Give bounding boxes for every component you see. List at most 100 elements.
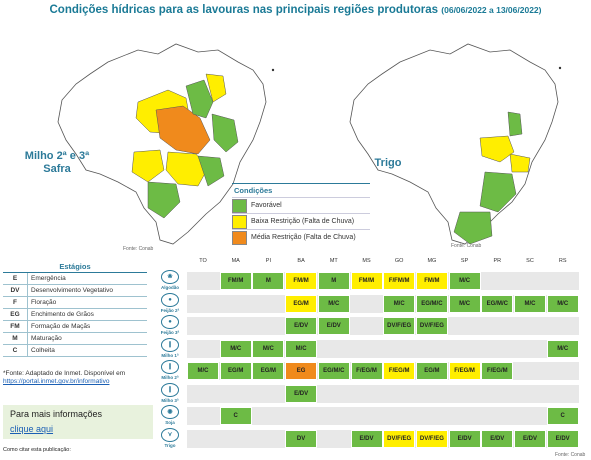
grid-cell: M/C: [448, 272, 481, 290]
brazil-map-trigo: [349, 43, 562, 245]
bean-icon: ●: [161, 292, 179, 307]
crop-name: Feijão 2ª: [160, 307, 180, 313]
grid-cell: E/DV: [481, 429, 514, 448]
grid-row: [187, 429, 579, 448]
map-label-milho-line2: Safra: [43, 163, 71, 175]
state-header: MT: [329, 258, 338, 264]
state-header: RS: [558, 258, 567, 264]
state-header: PI: [265, 258, 271, 264]
grid-cell: M/C: [317, 294, 350, 313]
estagio-row: M Maturação: [3, 333, 147, 345]
grid-row: [187, 272, 579, 290]
grid-cell: M/C: [546, 339, 579, 358]
grid-cell: E/DV: [514, 429, 546, 448]
crop-name: Milho 3ª: [161, 397, 179, 403]
legend-swatch-orange: [232, 230, 247, 245]
map-label-trigo: Trigo: [374, 157, 402, 169]
estagios-table: Estágios E Emergência DV Desenvolvimento Ve…: [3, 262, 147, 357]
estagio-row: E Emergência: [3, 273, 147, 285]
grid-cell: DV/F/EG: [383, 317, 416, 335]
page-title: Condições hídricas para as lavouras nas …: [0, 4, 591, 16]
fonte-conab-right: Fonte: Conab: [451, 243, 482, 249]
grid-cell: FM/M: [415, 272, 448, 290]
grid-cell: M: [317, 272, 350, 290]
citation-text: Como citar esta publicação:: [3, 447, 71, 453]
crop-label: ● Feijão 2ª: [155, 292, 185, 313]
state-header: SC: [526, 258, 534, 264]
grid-cell: EG/M: [219, 362, 252, 380]
fonte-inmet-text: *Fonte: Adaptado de Inmet. Disponível em: [3, 370, 126, 377]
estagio-label: Colheita: [31, 347, 55, 354]
legend-item-favoravel: Favorável: [232, 197, 370, 213]
state-header: MA: [231, 258, 240, 264]
info-box: Para mais informações clique aqui: [3, 405, 153, 439]
estagio-code: C: [3, 345, 28, 356]
grid-row: [187, 339, 579, 358]
grid-cell: EG/M/C: [415, 294, 448, 313]
estagios-title: Estágios: [3, 262, 147, 273]
title-text: Condições hídricas para as lavouras nas …: [49, 4, 439, 16]
grid-cell: E/DV: [546, 429, 579, 448]
fonte-inmet: *Fonte: Adaptado de Inmet. Disponível em…: [3, 370, 125, 386]
estagio-code: FM: [3, 321, 28, 332]
wheat-icon: ⋎: [161, 427, 179, 442]
crop-label: ∥ Milho 2ª: [155, 360, 185, 380]
estagio-row: F Floração: [3, 297, 147, 309]
estagio-label: Formação de Maçãs: [31, 323, 91, 330]
grid-row: [187, 362, 579, 380]
estagio-code: EG: [3, 309, 28, 320]
corn-icon: ∥: [161, 360, 179, 374]
map-label-milho-line1: Milho 2ª e 3ª: [24, 150, 90, 162]
grid-cell: E/DV: [285, 317, 318, 335]
state-header: BA: [297, 258, 305, 264]
grid-cell: M/C: [546, 294, 579, 313]
legend-swatch-yellow: [232, 214, 247, 229]
date-range: (06/06/2022 a 13/06/2022): [441, 5, 542, 15]
grid-cell: M/C: [285, 339, 318, 358]
grid-cell: EG/M/C: [481, 294, 514, 313]
grid-cell: M/C: [514, 294, 546, 313]
grid-cell: DV/F/EG: [415, 429, 448, 448]
fonte-conab-grid: Fonte: Conab: [555, 452, 586, 458]
state-header: SP: [460, 258, 469, 264]
estagio-label: Enchimento de Grãos: [31, 311, 94, 318]
grid-cell: M/C: [187, 362, 219, 380]
grid-cell: E/DV: [350, 429, 383, 448]
info-title: Para mais informações: [10, 409, 103, 419]
crop-label: ⋎ Trigo: [155, 427, 185, 448]
brazil-map-milho: [57, 43, 275, 245]
grid-cell: F/FM/M: [383, 272, 416, 290]
estagio-row: EG Enchimento de Grãos: [3, 309, 147, 321]
grid-cell: E/DV: [448, 429, 481, 448]
grid-row: [187, 384, 579, 403]
grid-cell: E/DV: [317, 317, 350, 335]
map-label-milho: Milho 2ª e 3ª Safra: [17, 150, 97, 176]
grid-cell: EG/M: [415, 362, 448, 380]
grid-cell: F/EG/M: [481, 362, 514, 380]
estagio-label: Floração: [31, 299, 57, 306]
grid-cell: EG/M: [252, 362, 285, 380]
estagio-code: DV: [3, 285, 28, 296]
grid-cell: DV: [285, 429, 318, 448]
grid-cell: F/EG/M: [448, 362, 481, 380]
clique-aqui-link[interactable]: clique aqui: [10, 424, 54, 434]
crop-label: ● Feijão 3ª: [155, 315, 185, 335]
state-header: MS: [362, 258, 371, 264]
crop-name: Feijão 3ª: [160, 330, 180, 335]
grid-cell: E/DV: [285, 384, 318, 403]
estagio-label: Emergência: [31, 275, 66, 282]
crop-label: ◉ Soja: [155, 405, 185, 425]
state-header: TO: [199, 258, 207, 264]
grid-cell: F/EG/M: [350, 362, 383, 380]
grid-cell: F/EG/M: [383, 362, 416, 380]
legend-item-baixa: Baixa Restrição (Falta de Chuva): [232, 213, 370, 229]
bean-icon: ●: [161, 315, 179, 329]
estagio-code: E: [3, 273, 28, 284]
grid-cell: C: [546, 407, 579, 425]
estagio-label: Desenvolvimento Vegetativo: [31, 287, 114, 294]
inmet-link[interactable]: https://portal.inmet.gov.br/informativo: [3, 378, 110, 385]
grid-cell: M/C: [219, 339, 252, 358]
state-header: GO: [394, 258, 404, 264]
grid-row: [187, 407, 579, 425]
grid-cell: FM/M: [219, 272, 252, 290]
